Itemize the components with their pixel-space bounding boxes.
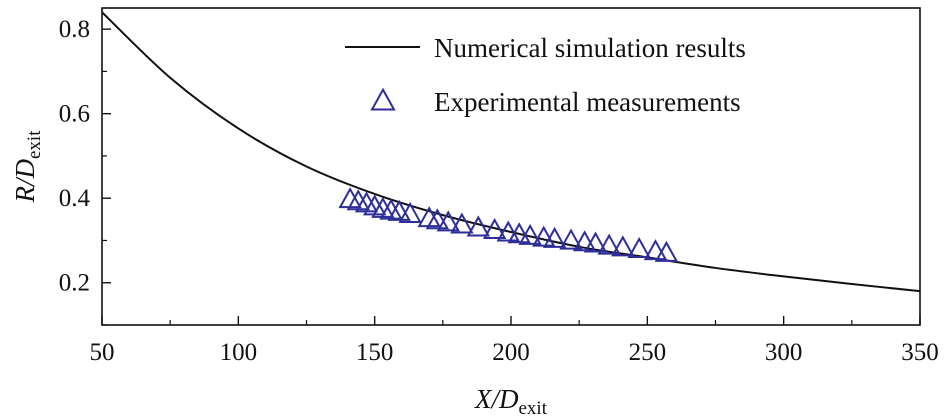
scatter-point-experimental <box>507 222 531 244</box>
scatter-point-experimental <box>436 210 460 232</box>
scatter-point-experimental <box>398 201 422 223</box>
x-tick-label: 250 <box>629 339 667 366</box>
x-tick-label: 100 <box>220 339 258 366</box>
legend-label-simulation: Numerical simulation results <box>434 33 746 63</box>
legend-label-experimental: Experimental measurements <box>434 87 741 117</box>
y-axis-title-sub: exit <box>24 130 45 159</box>
scatter-point-experimental <box>496 220 520 242</box>
y-tick-label: 0.2 <box>59 270 90 297</box>
y-axis-title: R/Dexit <box>10 130 45 204</box>
x-tick-label: 350 <box>901 339 939 366</box>
scatter-point-experimental <box>482 217 507 240</box>
scatter-point-experimental <box>654 240 679 262</box>
legend: Numerical simulation results Experimental… <box>345 33 746 117</box>
scatter-point-experimental <box>450 212 474 234</box>
plot-area: 50 100 150 200 250 300 3500.20.40.60.8X/DexitR… <box>10 7 939 419</box>
scatter-point-experimental <box>559 228 583 250</box>
x-axis-title-main: X/D <box>474 384 519 414</box>
scatter-point-experimental <box>643 239 668 261</box>
y-axis-title-main: R/D <box>10 159 40 204</box>
scatter-point-experimental <box>597 233 621 255</box>
x-tick-label: 300 <box>765 339 803 366</box>
scatter-point-experimental <box>466 215 490 237</box>
scatter-point-experimental <box>572 230 597 252</box>
x-tick-label: 150 <box>356 339 394 366</box>
x-axis-title: X/Dexit <box>474 384 548 419</box>
scatter-point-experimental <box>518 223 542 245</box>
y-tick-label: 0.4 <box>59 185 91 212</box>
x-tick-label: 50 <box>90 339 115 366</box>
scatter-point-experimental <box>425 208 450 230</box>
series-line-numerical-simulation <box>102 11 920 293</box>
scatter-point-experimental <box>532 225 556 247</box>
x-tick-label: 200 <box>492 339 530 366</box>
y-tick-label: 0.8 <box>59 16 90 43</box>
scatter-point-experimental <box>542 226 567 248</box>
scatter-point-experimental <box>583 231 608 253</box>
scatter-point-experimental <box>611 235 635 257</box>
legend-triangle-swatch <box>370 87 396 111</box>
scatter-point-experimental <box>627 236 651 259</box>
x-axis-title-sub: exit <box>519 398 548 419</box>
scatter-point-experimental <box>387 199 411 221</box>
y-tick-label: 0.6 <box>59 101 90 128</box>
